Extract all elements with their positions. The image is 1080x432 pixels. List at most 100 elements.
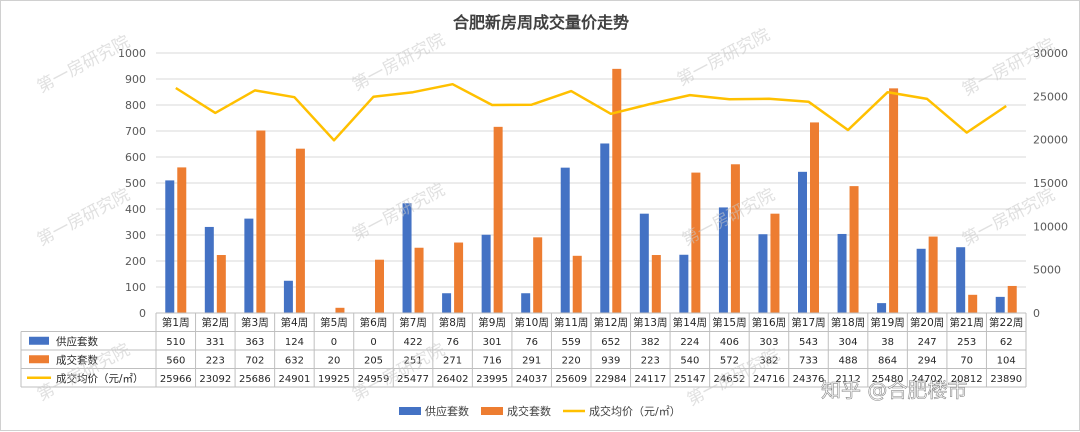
- x-tick-label: 第7周: [399, 316, 427, 329]
- brand-watermark: 知乎 @合肥楼市: [821, 378, 967, 402]
- table-cell-deals: 220: [562, 355, 581, 366]
- table-cell-price: 25609: [555, 374, 587, 385]
- table-cell-price: 25147: [674, 374, 706, 385]
- bar-deals: [928, 236, 938, 313]
- watermark-text: 第一房研究院: [349, 180, 448, 246]
- x-tick-label: 第19周: [870, 316, 904, 329]
- table-row-label-supply: 供应套数: [56, 335, 98, 348]
- table-cell-supply: 304: [838, 337, 857, 348]
- bar-supply: [244, 218, 254, 313]
- table-cell-deals: 939: [601, 355, 620, 366]
- bar-supply: [481, 234, 491, 313]
- bar-deals: [177, 167, 187, 313]
- x-tick-label: 第13周: [633, 316, 667, 329]
- bar-supply: [758, 234, 768, 313]
- x-tick-label: 第20周: [910, 316, 944, 329]
- y-left-tick-label: 500: [125, 177, 146, 190]
- table-cell-price: 23890: [990, 374, 1022, 385]
- y-right-tick-label: 10000: [1033, 220, 1068, 233]
- table-cell-price: 24376: [793, 374, 825, 385]
- watermark-text: 第一房研究院: [674, 25, 773, 91]
- table-cell-price: 24037: [516, 374, 548, 385]
- table-cell-deals: 223: [206, 355, 225, 366]
- x-tick-label: 第2周: [201, 316, 229, 329]
- table-cell-price: 26402: [437, 374, 469, 385]
- y-left-tick-label: 300: [125, 229, 146, 242]
- x-tick-label: 第9周: [478, 316, 506, 329]
- table-cell-supply: 559: [562, 337, 581, 348]
- table-cell-supply: 76: [525, 337, 538, 348]
- x-tick-label: 第21周: [949, 316, 983, 329]
- y-left-tick-label: 0: [139, 307, 146, 320]
- table-cell-supply: 406: [720, 337, 739, 348]
- y-right-tick-label: 25000: [1033, 90, 1068, 103]
- bar-supply: [916, 248, 926, 313]
- table-cell-supply: 253: [957, 337, 976, 348]
- table-cell-supply: 652: [601, 337, 620, 348]
- table-cell-deals: 733: [799, 355, 818, 366]
- table-cell-supply: 301: [483, 337, 502, 348]
- bar-deals: [968, 294, 978, 313]
- bar-deals: [335, 307, 345, 313]
- bar-deals: [770, 213, 780, 313]
- bar-supply: [600, 143, 610, 313]
- x-tick-label: 第3周: [241, 316, 269, 329]
- table-cell-price: 20812: [951, 374, 983, 385]
- bar-supply: [718, 207, 728, 313]
- bar-supply: [283, 280, 293, 313]
- x-tick-label: 第10周: [514, 316, 548, 329]
- bar-deals: [730, 164, 740, 313]
- table-cell-supply: 124: [285, 337, 304, 348]
- table-cell-price: 19925: [318, 374, 350, 385]
- legend-key: [399, 407, 421, 415]
- table-cell-deals: 560: [166, 355, 185, 366]
- x-tick-label: 第1周: [162, 316, 190, 329]
- bar-deals: [572, 255, 582, 313]
- bar-supply: [837, 233, 847, 313]
- bar-deals: [1007, 285, 1017, 313]
- table-cell-price: 25480: [872, 374, 904, 385]
- table-cell-deals: 20: [328, 355, 341, 366]
- table-cell-deals: 223: [641, 355, 660, 366]
- x-tick-label: 第15周: [712, 316, 746, 329]
- bar-supply: [165, 180, 175, 313]
- table-cell-supply: 510: [166, 337, 185, 348]
- bar-deals: [849, 186, 859, 313]
- table-cell-deals: 716: [483, 355, 502, 366]
- bar-deals: [256, 130, 266, 313]
- table-cell-price: 2112: [835, 374, 860, 385]
- table-legend-key-supply: [29, 336, 49, 345]
- bar-deals: [493, 126, 503, 313]
- x-tick-label: 第18周: [831, 316, 865, 329]
- bar-supply: [679, 254, 689, 313]
- table-cell-price: 24702: [911, 374, 943, 385]
- table-cell-supply: 422: [403, 337, 422, 348]
- x-tick-label: 第22周: [989, 316, 1023, 329]
- bar-supply: [442, 293, 452, 313]
- table-row-label-price: 成交均价（元/㎡）: [56, 372, 144, 385]
- table-cell-deals: 104: [997, 355, 1016, 366]
- table-cell-price: 24959: [358, 374, 390, 385]
- y-left-tick-label: 400: [125, 203, 146, 216]
- y-right-tick-label: 0: [1033, 307, 1040, 320]
- table-cell-supply: 76: [446, 337, 459, 348]
- table-cell-price: 24716: [753, 374, 785, 385]
- legend-entry: 供应套数: [425, 404, 469, 418]
- table-cell-supply: 38: [881, 337, 894, 348]
- table-cell-deals: 864: [878, 355, 897, 366]
- bar-supply: [877, 303, 887, 313]
- table-cell-supply: 303: [759, 337, 778, 348]
- x-tick-label: 第14周: [673, 316, 707, 329]
- table-cell-price: 25966: [160, 374, 192, 385]
- watermark-text: 第一房研究院: [959, 185, 1058, 251]
- bar-supply: [956, 247, 966, 313]
- table-cell-deals: 488: [838, 355, 857, 366]
- bar-deals: [414, 247, 424, 313]
- y-left-tick-label: 600: [125, 151, 146, 164]
- table-cell-supply: 0: [331, 337, 337, 348]
- x-tick-label: 第16周: [752, 316, 786, 329]
- x-tick-label: 第6周: [360, 316, 388, 329]
- table-cell-deals: 205: [364, 355, 383, 366]
